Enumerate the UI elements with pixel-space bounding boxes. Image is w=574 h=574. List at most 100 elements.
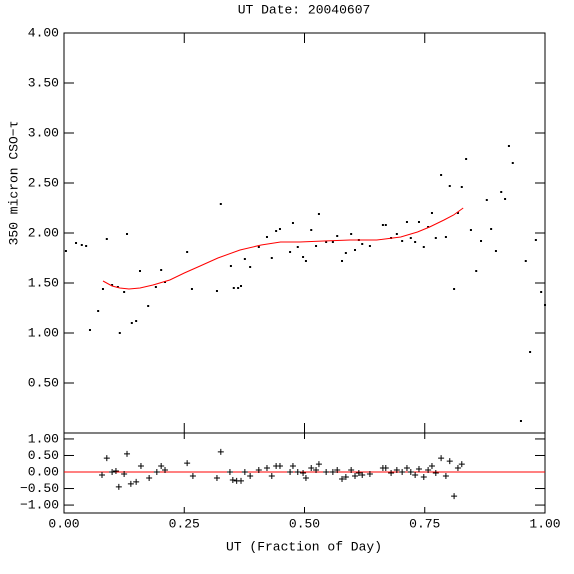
data-point [291, 222, 294, 224]
residual-point [153, 469, 160, 476]
residual-point [393, 467, 400, 474]
data-point [350, 233, 353, 235]
residual-point [158, 463, 165, 470]
residual-point [382, 465, 389, 472]
data-point [123, 291, 126, 293]
residual-point [98, 471, 105, 478]
data-point [485, 199, 488, 201]
residual-point [229, 476, 236, 483]
data-point [430, 212, 433, 214]
residual-point [359, 471, 366, 478]
residual-point [407, 469, 414, 476]
data-point [240, 285, 243, 287]
data-point [500, 191, 503, 193]
y-tick-label: −0.50 [20, 481, 59, 496]
data-point [304, 260, 307, 262]
residual-point [432, 470, 439, 476]
data-point [409, 237, 412, 239]
residual-point [276, 463, 283, 470]
data-point [186, 251, 189, 253]
data-point [229, 265, 232, 267]
residual-point [255, 467, 262, 474]
y-tick-label: 1.00 [28, 431, 59, 446]
residual-point [428, 463, 435, 470]
data-point [325, 241, 328, 243]
data-point [422, 246, 425, 248]
data-point [524, 260, 527, 262]
residual-point [412, 471, 419, 478]
residual-point [103, 455, 110, 462]
residual-point [403, 465, 410, 472]
data-point [80, 244, 83, 246]
residual-point [399, 469, 406, 476]
data-point [540, 291, 543, 293]
data-point [154, 286, 157, 288]
residual-point [442, 472, 449, 479]
data-point [361, 243, 364, 245]
chart-title: UT Date: 20040607 [238, 2, 371, 17]
data-point [511, 162, 514, 164]
residual-point [289, 463, 296, 470]
data-point [494, 250, 497, 252]
residual-point [323, 469, 330, 476]
data-point [315, 245, 318, 247]
residual-point [458, 461, 465, 468]
residual-point [241, 469, 248, 476]
data-point [354, 249, 357, 251]
data-point [405, 221, 408, 223]
residual-point [339, 475, 346, 482]
data-point [456, 212, 459, 214]
residual-point [213, 474, 220, 481]
residual-point [420, 473, 427, 480]
residual-point [109, 469, 116, 476]
data-point [278, 228, 281, 230]
residual-point [124, 450, 131, 457]
residual-point [334, 467, 341, 474]
data-point [135, 320, 138, 322]
data-point [215, 290, 218, 292]
data-point [219, 203, 222, 205]
data-point [275, 230, 278, 232]
data-point [414, 241, 417, 243]
data-point [105, 238, 108, 240]
residual-point [162, 467, 169, 474]
residual-point [300, 470, 307, 476]
data-point [453, 288, 456, 290]
data-point [504, 198, 507, 200]
residual-point [451, 493, 458, 500]
data-point [434, 237, 437, 239]
data-point [401, 240, 404, 242]
data-point [237, 287, 240, 289]
x-tick-label: 1.00 [529, 516, 560, 531]
data-point [265, 236, 268, 238]
data-point [336, 235, 339, 237]
residual-point [115, 483, 122, 490]
residual-point [127, 480, 134, 487]
residual-point [313, 467, 320, 474]
residual-point [366, 470, 373, 477]
y-tick-label: 2.00 [28, 225, 59, 240]
data-point [75, 242, 78, 244]
data-point [126, 233, 129, 235]
y-tick-label: 0.00 [28, 464, 59, 479]
y-tick-label: 1.50 [28, 275, 59, 290]
residual-point [446, 458, 453, 465]
y-tick-label: 0.50 [28, 448, 59, 463]
y-tick-label: 0.50 [28, 375, 59, 390]
residual-point [315, 461, 322, 468]
data-point [519, 420, 522, 422]
data-point [490, 228, 493, 230]
data-point [417, 221, 420, 223]
data-point [85, 245, 88, 247]
data-point [232, 287, 235, 289]
residual-point [226, 469, 233, 476]
data-point [529, 351, 532, 353]
y-tick-label: 1.00 [28, 325, 59, 340]
data-point [243, 258, 246, 260]
y-tick-label: 3.00 [28, 125, 59, 140]
residual-point [415, 466, 422, 473]
data-point [460, 186, 463, 188]
data-point [310, 229, 313, 231]
residual-point [146, 474, 153, 481]
residual-point [302, 474, 309, 481]
